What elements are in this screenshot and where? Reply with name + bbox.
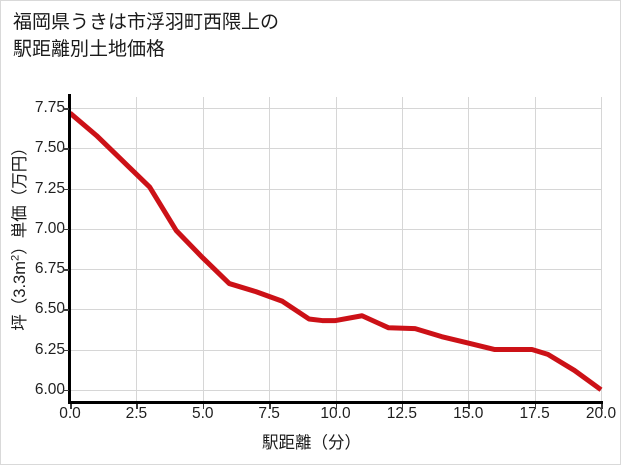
y-tick-label-6.50: 6.50 <box>34 300 65 318</box>
x-tick-mark-17.5 <box>534 404 537 409</box>
x-tick-label-15.0: 15.0 <box>453 405 484 422</box>
x-tick-mark-15.0 <box>468 404 470 409</box>
x-tick-mark-12.5 <box>401 404 404 409</box>
x-tick-mark-2.5 <box>136 404 138 409</box>
y-tick-label-7.75: 7.75 <box>34 99 65 117</box>
y-axis-spine <box>68 94 71 404</box>
y-tick-mark-6.25 <box>63 349 69 352</box>
x-tick-label-2.5: 2.5 <box>125 405 148 422</box>
y-axis-unit-superscript: 2 <box>9 254 22 262</box>
y-tick-mark-6.75 <box>63 269 69 271</box>
x-tick-mark-7.5 <box>269 404 271 409</box>
y-tick-label-7.00: 7.00 <box>34 219 65 237</box>
x-tick-label-17.5: 17.5 <box>519 405 550 422</box>
y-tick-label-6.00: 6.00 <box>34 380 65 398</box>
x-axis-tick-labels: 0.0 2.5 5.0 7.5 10.0 12.5 15.0 17.5 20.0 <box>1 405 620 429</box>
x-tick-mark-20.0 <box>601 404 603 409</box>
x-tick-label-5.0: 5.0 <box>191 405 214 422</box>
x-tick-label-0.0: 0.0 <box>59 405 81 422</box>
x-tick-label-20.0: 20.0 <box>585 405 617 422</box>
y-tick-mark-7.00 <box>63 228 69 231</box>
x-tick-mark-5.0 <box>202 404 205 409</box>
gridline-vertical-5.0 <box>202 97 204 401</box>
gridline-vertical-20.0 <box>601 97 602 401</box>
y-tick-mark-7.75 <box>63 108 69 110</box>
x-tick-label-7.5: 7.5 <box>258 405 280 422</box>
y-tick-mark-7.50 <box>63 148 69 150</box>
y-tick-mark-6.00 <box>63 389 69 392</box>
y-axis-title-wrap: 坪（3.3m2）単価（万円） <box>1 1 37 464</box>
y-tick-label-7.50: 7.50 <box>34 139 65 157</box>
y-tick-label-6.75: 6.75 <box>34 260 65 278</box>
gridline-vertical-12.5 <box>401 97 403 401</box>
x-tick-label-12.5: 12.5 <box>386 405 417 422</box>
y-tick-label-6.25: 6.25 <box>34 340 65 358</box>
y-axis-tick-labels: 6.00 6.25 6.50 6.75 7.00 7.25 7.50 7.75 <box>1 1 65 464</box>
gridline-vertical-17.5 <box>534 97 536 401</box>
series-line-坪単価 <box>68 111 603 392</box>
gridline-vertical-7.5 <box>269 97 271 401</box>
y-axis-title: 坪（3.3m2）単価（万円） <box>9 139 30 331</box>
plot-area <box>68 97 603 401</box>
y-tick-label-7.25: 7.25 <box>34 179 65 197</box>
x-tick-label-10.0: 10.0 <box>320 405 351 422</box>
x-axis-spine <box>68 401 603 404</box>
gridline-vertical-10.0 <box>335 97 337 401</box>
x-tick-mark-0.0 <box>70 404 72 409</box>
y-tick-mark-6.50 <box>63 309 69 311</box>
x-tick-mark-10.0 <box>335 404 337 409</box>
x-axis-title: 駅距離（分） <box>262 434 361 452</box>
series-line-layer <box>68 111 603 392</box>
y-tick-mark-7.25 <box>63 188 69 191</box>
chart-title: 福岡県うきは市浮羽町西隈上の 駅距離別土地価格 <box>13 12 280 60</box>
gridline-vertical-2.5 <box>136 97 138 401</box>
gridline-vertical-15.0 <box>468 97 470 401</box>
gridlines <box>70 97 602 401</box>
